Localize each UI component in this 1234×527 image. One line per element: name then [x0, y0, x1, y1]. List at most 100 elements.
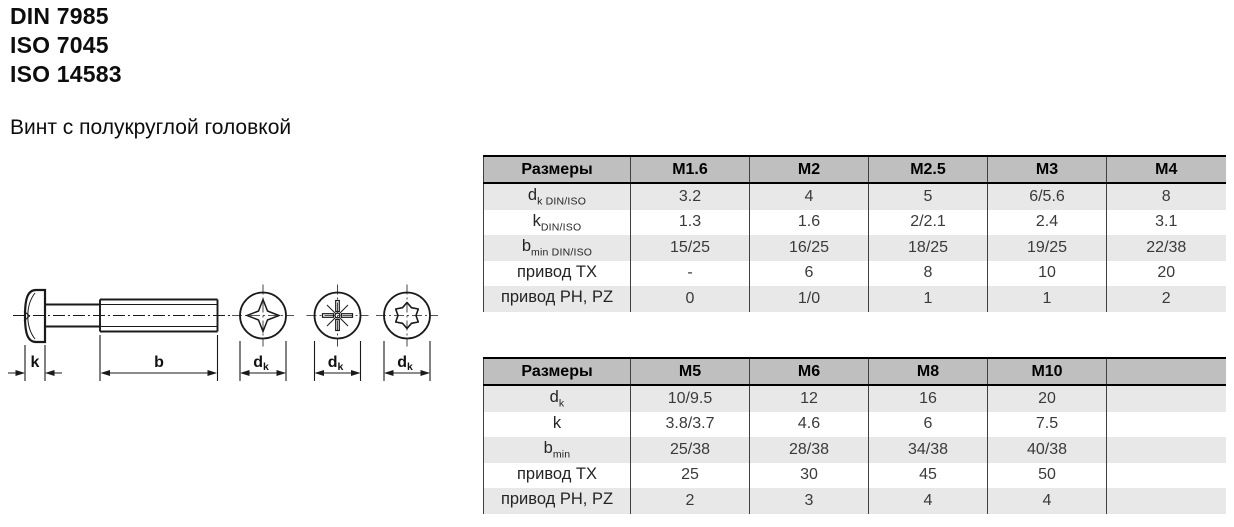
col-header-sizes: Размеры	[483, 357, 631, 386]
table-row-dk: dk 10/9.5 12 16 20	[483, 385, 1226, 412]
cell: 5	[868, 183, 988, 210]
dimension-label-dk-tx: dk	[397, 354, 413, 373]
cell: 6/5.6	[987, 183, 1107, 210]
col-header-m1.6: M1.6	[630, 155, 750, 184]
cell: 2	[1106, 286, 1226, 312]
cell: 20	[1106, 260, 1226, 286]
cell: 4.6	[749, 411, 869, 437]
cell: 28/38	[749, 437, 869, 463]
cell	[1106, 437, 1226, 463]
pz-crosshair	[306, 284, 369, 347]
dimension-label-dk-ph: dk	[253, 354, 269, 373]
cell: 8	[868, 260, 988, 286]
screw-shank	[45, 303, 100, 328]
standard-din: DIN 7985	[10, 3, 109, 29]
cell: 25/38	[630, 437, 750, 463]
cell	[1106, 488, 1226, 514]
cell: 45	[868, 462, 988, 488]
table-row-drive-tx: привод TX - 6 8 10 20	[483, 260, 1226, 286]
cell: 1/0	[749, 286, 869, 312]
col-header-sizes: Размеры	[483, 155, 631, 184]
cell	[1106, 385, 1226, 412]
screw-side-view	[13, 288, 232, 344]
cell: 19/25	[987, 235, 1107, 261]
cell: 10	[987, 260, 1107, 286]
cell: 2/2.1	[868, 209, 988, 235]
dimension-label-b: b	[154, 354, 164, 371]
dimensions-table-m1.6-m4: Размеры M1.6 M2 M2.5 M3 M4 dk DIN/ISO 3.…	[483, 155, 1226, 312]
cell: 18/25	[868, 235, 988, 261]
dimension-label-k: k	[31, 354, 40, 371]
table-row-bmin: bmin DIN/ISO 15/25 16/25 18/25 19/25 22/…	[483, 235, 1226, 261]
dimension-label-dk-pz: dk	[328, 354, 344, 373]
cell: 12	[749, 385, 869, 412]
standard-iso-2: ISO 14583	[10, 61, 122, 87]
row-label-dk: dk DIN/ISO	[483, 183, 631, 210]
cell: 6	[868, 411, 988, 437]
cell: 3	[749, 488, 869, 514]
cell: 25	[630, 462, 750, 488]
cell: 1	[987, 286, 1107, 312]
cell: 20	[987, 385, 1107, 412]
head-view-pozidriv	[306, 284, 369, 381]
cell: 4	[749, 183, 869, 210]
col-header-m3: M3	[987, 155, 1107, 184]
ph-crosshair	[232, 284, 294, 347]
screw-thread-minor-lines	[100, 304, 218, 327]
col-header-m5: M5	[630, 357, 750, 386]
table-row-drive-ph-pz: привод PH, PZ 2 3 4 4	[483, 488, 1226, 514]
tx-crosshair	[376, 284, 438, 347]
table-row-dk: dk DIN/ISO 3.2 4 5 6/5.6 8	[483, 183, 1226, 210]
row-label-k: k	[483, 411, 631, 437]
row-label-drive-tx: привод TX	[483, 260, 631, 286]
cell: 0	[630, 286, 750, 312]
cell: 16/25	[749, 235, 869, 261]
col-header-m10: M10	[987, 357, 1107, 386]
cell: 3.1	[1106, 209, 1226, 235]
table-row-drive-ph-pz: привод PH, PZ 0 1/0 1 1 2	[483, 286, 1226, 312]
col-header-m2: M2	[749, 155, 869, 184]
standard-iso-1: ISO 7045	[10, 32, 109, 58]
row-label-bmin: bmin DIN/ISO	[483, 235, 631, 261]
cell: 8	[1106, 183, 1226, 210]
cell: 1.3	[630, 209, 750, 235]
screw-technical-drawing: k b dk dk dk	[8, 284, 438, 381]
cell: 30	[749, 462, 869, 488]
table-row-k: k 3.8/3.7 4.6 6 7.5	[483, 411, 1226, 437]
head-view-torx	[376, 284, 438, 381]
page-title: Винт с полукруглой головкой	[10, 116, 292, 139]
cell: 3.2	[630, 183, 750, 210]
cell: 3.8/3.7	[630, 411, 750, 437]
screw-head-inner-arc	[27, 292, 36, 340]
dimension-b	[99, 335, 219, 381]
cell: 1.6	[749, 209, 869, 235]
dimension-arrowheads	[15, 370, 430, 376]
cell: 1	[868, 286, 988, 312]
standards-heading: DIN 7985 ISO 7045 ISO 14583	[10, 2, 122, 89]
cell: 7.5	[987, 411, 1107, 437]
cell: 6	[749, 260, 869, 286]
table-row-k: kDIN/ISO 1.3 1.6 2/2.1 2.4 3.1	[483, 209, 1226, 235]
head-view-phillips	[232, 284, 294, 381]
cell: 50	[987, 462, 1107, 488]
cell	[1106, 462, 1226, 488]
cell: 4	[868, 488, 988, 514]
cell: 10/9.5	[630, 385, 750, 412]
row-label-drive-ph-pz: привод PH, PZ	[483, 488, 631, 514]
cell: 22/38	[1106, 235, 1226, 261]
table-row-drive-tx: привод TX 25 30 45 50	[483, 462, 1226, 488]
cell: 4	[987, 488, 1107, 514]
col-header-m2.5: M2.5	[868, 155, 988, 184]
cell	[1106, 411, 1226, 437]
cell: 34/38	[868, 437, 988, 463]
row-label-k: kDIN/ISO	[483, 209, 631, 235]
row-label-drive-tx: привод TX	[483, 462, 631, 488]
col-header-m4: M4	[1106, 155, 1226, 184]
col-header-m8: M8	[868, 357, 988, 386]
cell: 2	[630, 488, 750, 514]
cell: 16	[868, 385, 988, 412]
table-header-row: Размеры M1.6 M2 M2.5 M3 M4	[483, 155, 1226, 184]
cell: 15/25	[630, 235, 750, 261]
screw-head-recess-profile	[23, 310, 31, 322]
cell: -	[630, 260, 750, 286]
